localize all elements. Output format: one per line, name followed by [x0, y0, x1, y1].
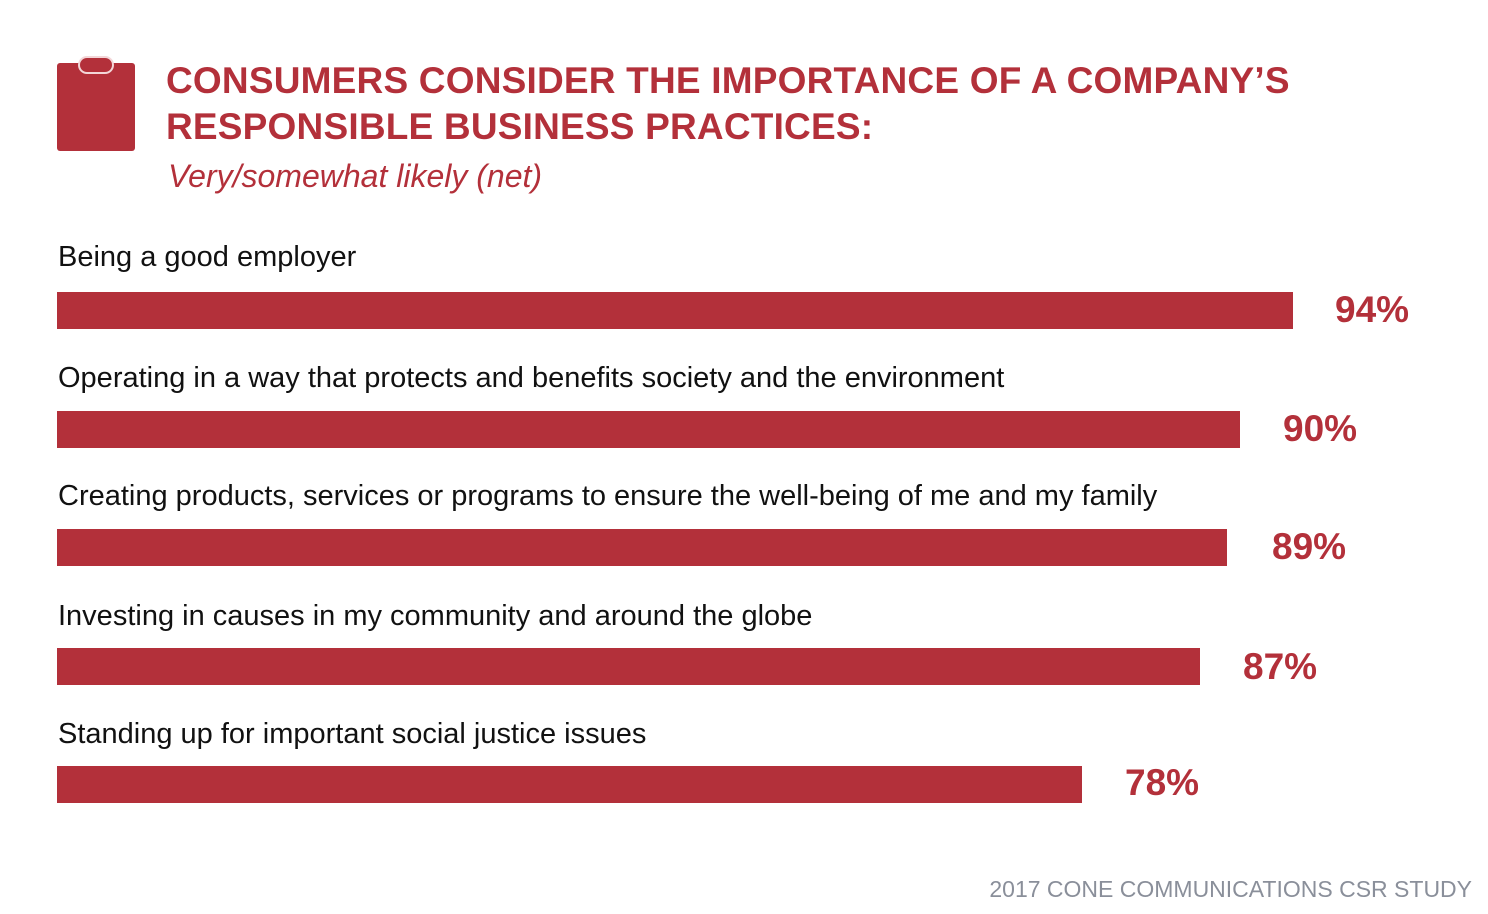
bar: [57, 766, 1082, 803]
chart-title: CONSUMERS CONSIDER THE IMPORTANCE OF A C…: [166, 60, 1290, 147]
bar-value: 94%: [1335, 289, 1410, 330]
bar: [57, 292, 1293, 329]
bar-value: 89%: [1272, 526, 1347, 567]
bar-label: Standing up for important social justice…: [58, 718, 647, 750]
chart-subtitle: Very/somewhat likely (net): [168, 158, 543, 194]
bar-value: 90%: [1283, 408, 1358, 449]
bar-value: 87%: [1243, 646, 1318, 687]
clipboard-icon: [57, 56, 135, 151]
source-note: 2017 CONE COMMUNICATIONS CSR STUDY: [989, 876, 1472, 902]
bar-label: Creating products, services or programs …: [58, 480, 1158, 512]
bar-label: Being a good employer: [58, 241, 357, 273]
bar-value: 78%: [1125, 762, 1200, 803]
bar: [57, 529, 1227, 566]
bar-label: Operating in a way that protects and ben…: [58, 362, 1005, 394]
bar-label: Investing in causes in my community and …: [58, 600, 813, 632]
bar: [57, 411, 1240, 448]
bar: [57, 648, 1200, 685]
